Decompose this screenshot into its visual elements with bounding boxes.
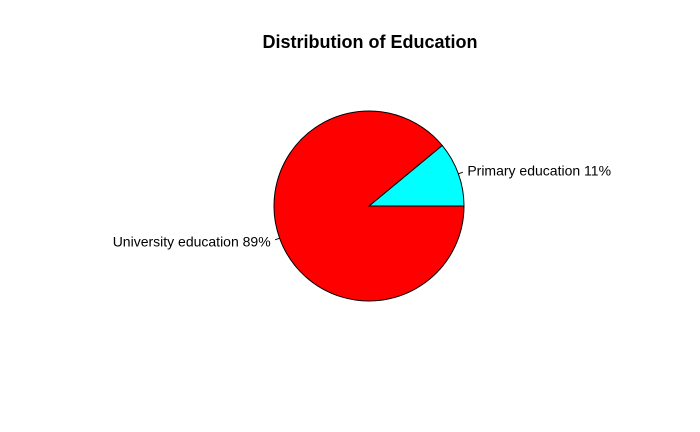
pie-leader-2 xyxy=(274,237,280,241)
pie-labels: Primary education 11% University educatio… xyxy=(113,163,611,250)
pie-leader-1 xyxy=(458,171,464,175)
pie-slice-1 xyxy=(367,144,465,207)
pie-slices xyxy=(273,110,465,302)
pie-label-2: University education 89% xyxy=(113,233,271,249)
pie-slice-2 xyxy=(273,110,465,302)
pie-label-1: Primary education 11% xyxy=(467,163,611,179)
chart-title: Distribution of Education xyxy=(263,32,478,52)
